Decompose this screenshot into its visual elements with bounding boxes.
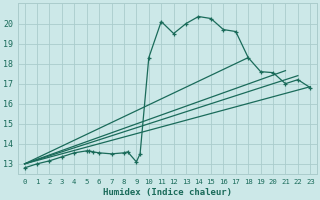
X-axis label: Humidex (Indice chaleur): Humidex (Indice chaleur) [103, 188, 232, 197]
